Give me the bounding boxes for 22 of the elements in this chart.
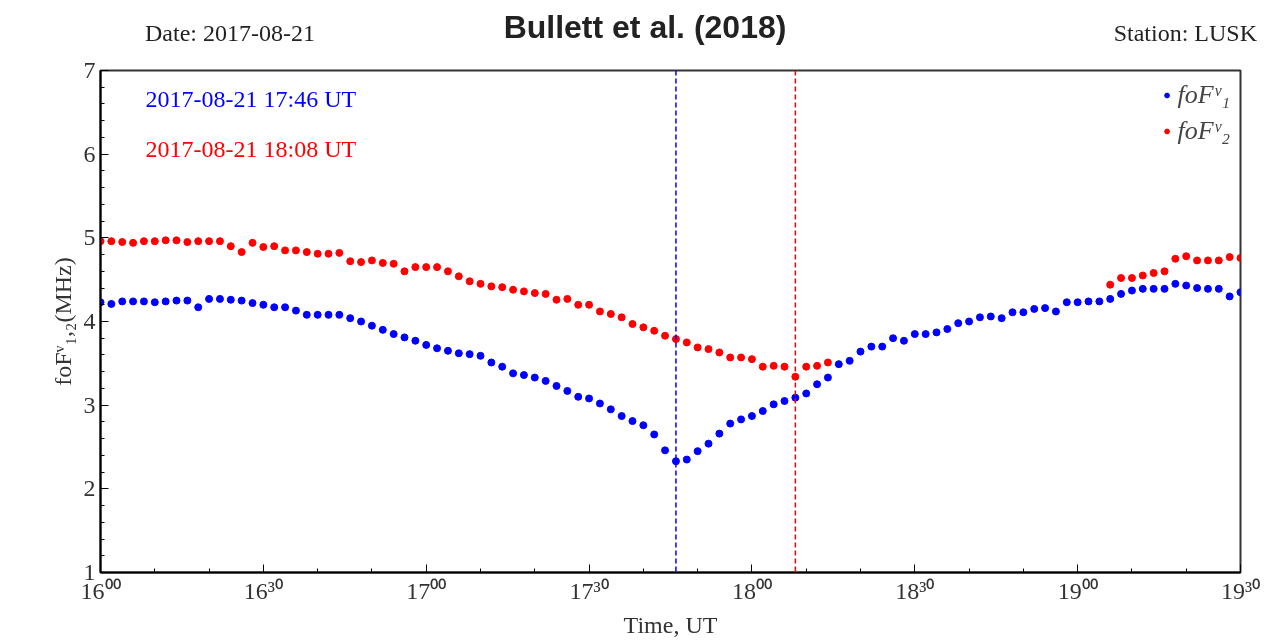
- x-tick-label: 19³⁰: [1220, 577, 1261, 604]
- legend-label: foFᵛ₁: [1177, 80, 1230, 110]
- y-axis-title: foFᵛ₁,₂(MHz): [49, 257, 76, 386]
- annotation: 2017-08-21 18:08 UT: [145, 135, 357, 162]
- y-tick-label: 4: [83, 308, 96, 334]
- x-tick-label: 19⁰⁰: [1057, 577, 1098, 604]
- chart-title: Bullett et al. (2018): [503, 8, 787, 47]
- annotation: 2017-08-21 17:46 UT: [145, 85, 357, 112]
- x-axis-title: Time, UT: [623, 611, 718, 638]
- legend-label: foFᵛ₂: [1177, 116, 1230, 146]
- x-tick-label: 17⁰⁰: [406, 577, 447, 604]
- text: Station: LUSK: [1113, 19, 1257, 48]
- y-tick-label: 7: [83, 57, 96, 83]
- y-tick-label: 3: [83, 391, 96, 418]
- y-tick-label: 2: [83, 475, 96, 502]
- text: Date: 2017-08-21: [145, 19, 315, 48]
- x-tick-label: 18⁰⁰: [731, 577, 772, 604]
- x-tick-label: 16³⁰: [243, 577, 283, 604]
- y-tick-label: 5: [83, 224, 96, 251]
- x-tick-label: 18³⁰: [895, 577, 935, 604]
- y-tick-label: 6: [83, 140, 96, 167]
- x-tick-label: 17³⁰: [569, 577, 609, 604]
